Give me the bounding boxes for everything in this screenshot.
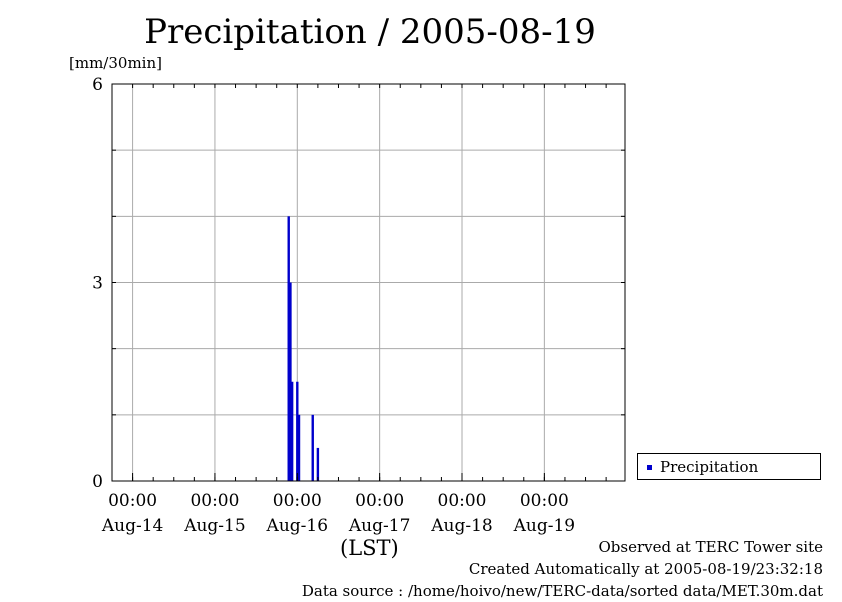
x-tick-time-label: 00:00 <box>438 491 487 511</box>
precipitation-bar <box>296 381 299 481</box>
legend: Precipitation <box>637 453 821 480</box>
legend-label-precipitation: Precipitation <box>660 458 759 476</box>
precipitation-bar <box>297 414 301 481</box>
x-tick-time-label: 00:00 <box>190 491 239 511</box>
x-tick-time-label: 00:00 <box>520 491 569 511</box>
x-tick-labels: 00:00 Aug-14 00:00 Aug-15 00:00 Aug-16 00:00 Au… <box>101 491 575 536</box>
precipitation-bar <box>290 381 294 481</box>
observed-note: Observed at TERC Tower site <box>598 538 823 556</box>
chart-title: Precipitation / 2005-08-19 <box>144 12 596 52</box>
x-tick-date-label: Aug-17 <box>348 516 410 536</box>
x-tick-date-label: Aug-16 <box>266 516 328 536</box>
x-tick-date-label: Aug-15 <box>183 516 245 536</box>
x-axis-label: (LST) <box>340 536 399 560</box>
x-tick-date-label: Aug-18 <box>430 516 492 536</box>
grid-lines <box>112 84 625 481</box>
footer-notes: Observed at TERC Tower site Created Auto… <box>302 536 823 602</box>
created-note: Created Automatically at 2005-08-19/23:3… <box>468 560 823 578</box>
x-tick-time-label: 00:00 <box>108 491 157 511</box>
x-tick-date-label: Aug-19 <box>513 516 575 536</box>
y-tick-labels: 0 3 6 <box>92 75 103 492</box>
y-axis-unit-label: [mm/30min] <box>69 54 162 72</box>
precipitation-bar <box>287 216 290 482</box>
x-tick-time-label: 00:00 <box>355 491 404 511</box>
precipitation-bar <box>311 414 314 481</box>
x-tick-date-label: Aug-14 <box>101 516 163 536</box>
y-tick-label: 3 <box>92 274 103 294</box>
x-tick-time-label: 00:00 <box>273 491 322 511</box>
data-source-note: Data source : /home/hoivo/new/TERC-data/… <box>301 582 823 600</box>
precipitation-bar <box>316 447 320 481</box>
legend-swatch-precipitation <box>647 465 652 470</box>
axis-ticks <box>111 83 625 482</box>
y-tick-label: 0 <box>92 472 103 492</box>
y-tick-label: 6 <box>92 75 103 95</box>
precipitation-bars <box>287 216 320 482</box>
precipitation-bar <box>289 282 292 481</box>
